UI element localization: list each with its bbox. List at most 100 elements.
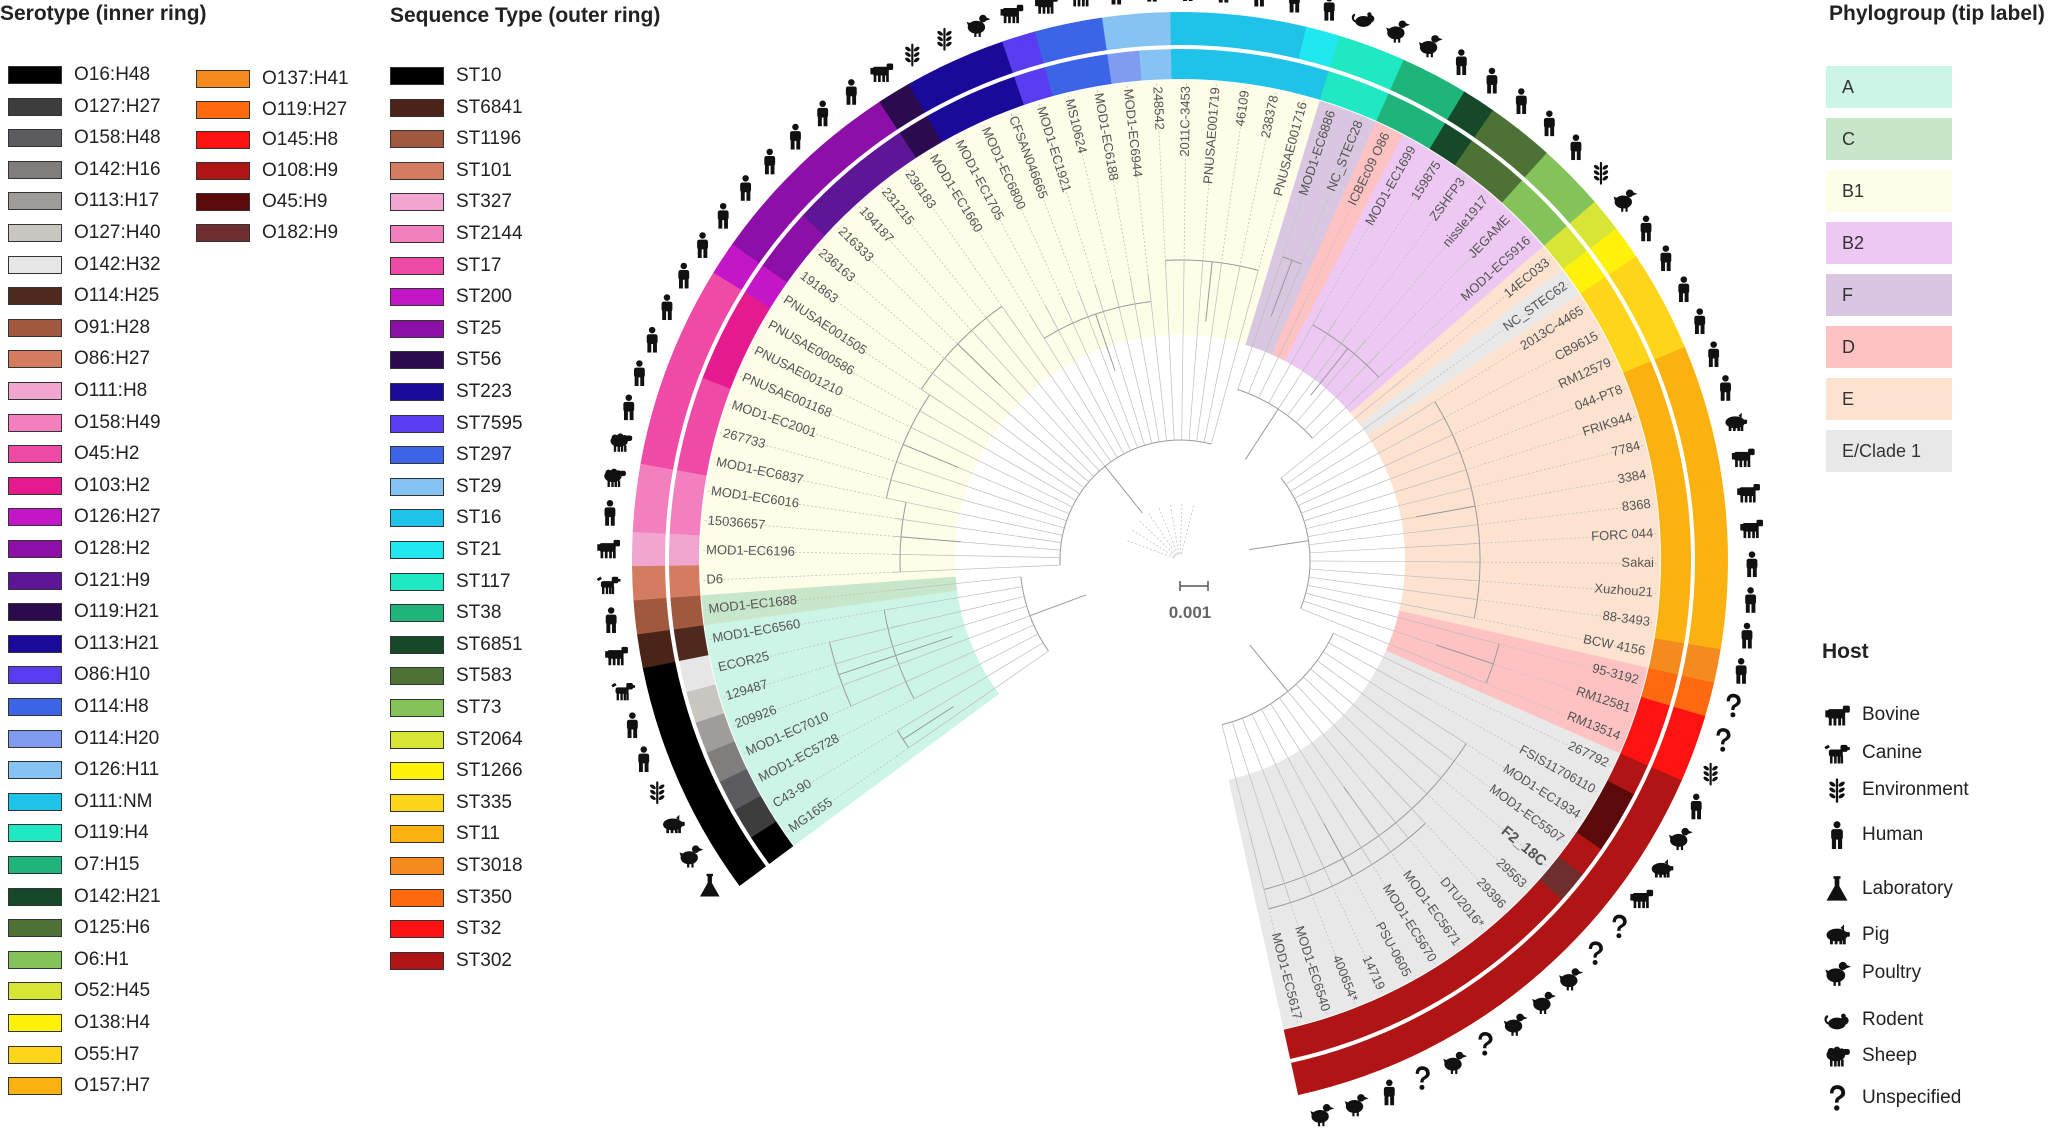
st-color-swatch	[390, 857, 444, 875]
serotype-cell	[899, 115, 943, 158]
phylogroup-sector	[1381, 346, 1623, 473]
serotype-legend-item: O127:H27	[8, 94, 161, 120]
serotype-legend-item: O142:H21	[8, 884, 161, 910]
serotype-legend-label: O103:H2	[74, 474, 151, 496]
host-legend-item: Unspecified	[1818, 1083, 1961, 1113]
phylogroup-sector	[1281, 754, 1424, 989]
st-legend-item: ST335	[390, 790, 512, 816]
phylogroup-sector	[701, 576, 958, 626]
st-cell	[642, 661, 683, 702]
st-legend-label: ST6841	[456, 96, 523, 118]
root-branch	[1181, 503, 1195, 555]
serotype-legend-title: Serotype (inner ring)	[0, 2, 207, 25]
tree-branch	[850, 676, 918, 707]
root-branch	[1179, 502, 1183, 555]
phylogroup-sector	[1401, 582, 1658, 639]
serotype-cell	[1631, 697, 1670, 737]
tree-branch	[1340, 329, 1352, 344]
serotype-legend-item: O119:H27	[196, 97, 347, 123]
st-legend-item: ST3018	[390, 853, 523, 879]
serotype-cell	[848, 150, 892, 194]
tree-branch	[908, 723, 945, 749]
st-legend-label: ST11	[456, 823, 501, 845]
phylogroup-sector	[1391, 624, 1641, 726]
phylogroup-sector	[761, 670, 992, 821]
serotype-legend-label: O113:H17	[74, 190, 160, 212]
serotype-legend-label: O121:H9	[74, 569, 151, 591]
serotype-legend-label: O119:H27	[262, 98, 348, 120]
serotype-color-swatch	[8, 97, 62, 116]
tree-branch	[1287, 691, 1363, 783]
tree-branch	[1285, 393, 1415, 485]
environment-icon	[905, 43, 920, 67]
tree-branch	[1112, 280, 1153, 444]
st-cell	[1621, 796, 1667, 842]
tree-branch	[1303, 473, 1454, 522]
poultry-icon	[1825, 961, 1851, 986]
st-color-swatch	[390, 225, 444, 243]
phylogroup-legend-item: E	[1826, 378, 1952, 420]
tree-branch	[1129, 277, 1160, 442]
serotype-cell	[1654, 608, 1689, 644]
serotype-legend-item: O114:H8	[8, 694, 149, 720]
serotype-cell	[1610, 332, 1651, 374]
phylogroup-sector	[968, 116, 1094, 358]
serotype-color-swatch	[8, 603, 62, 622]
phylogroup-sector	[1141, 80, 1177, 336]
tree-branch	[905, 605, 1027, 644]
phylogroup-sector	[1228, 776, 1313, 1029]
st-cell	[1604, 824, 1651, 871]
human-icon	[1570, 134, 1582, 161]
human-icon	[1720, 375, 1731, 401]
phylogroup-sector	[1392, 401, 1643, 500]
serotype-color-swatch	[8, 224, 62, 242]
serotype-cell	[1423, 958, 1466, 1001]
st-cell	[1412, 1004, 1458, 1050]
serotype-cell	[714, 319, 756, 361]
st-cell	[650, 692, 692, 735]
st-cell	[1267, 19, 1307, 59]
human-icon	[1708, 341, 1720, 368]
rodent-icon	[1824, 1013, 1849, 1030]
tree-branch	[1310, 668, 1401, 745]
st-cell	[637, 629, 676, 669]
tree-branch	[1014, 324, 1112, 462]
tree-branch	[893, 535, 901, 538]
tree-branch	[961, 373, 1090, 483]
tree-branch	[899, 500, 907, 503]
serotype-color-swatch	[8, 382, 62, 400]
st-legend-item: ST302	[390, 948, 512, 974]
tree-branch	[934, 642, 1044, 709]
serotype-legend-item: O108:H9	[196, 158, 338, 184]
phylogroup-legend-item: E/Clade 1	[1826, 430, 1952, 472]
tree-branch	[1432, 417, 1445, 425]
poultry-icon	[1344, 1094, 1369, 1117]
tree-branch	[1312, 365, 1392, 439]
tree-branch-arc	[1485, 643, 1500, 684]
serotype-cell	[695, 712, 735, 753]
serotype-cell	[669, 501, 703, 536]
phylogroup-sector	[700, 534, 956, 566]
st-legend-label: ST297	[456, 444, 512, 466]
serotype-legend-item: O125:H6	[8, 915, 150, 941]
tree-branch	[838, 655, 896, 676]
serotype-legend-item: O6:H1	[8, 947, 129, 973]
host-legend-item: Laboratory	[1818, 874, 1953, 904]
tree-branch	[917, 624, 1034, 677]
tree-branch	[1461, 615, 1475, 619]
st-cell	[1625, 285, 1671, 331]
tip-label: 248542	[1150, 86, 1167, 130]
tree-branch	[1237, 265, 1241, 279]
bovine-icon	[605, 646, 628, 666]
serotype-cell	[673, 625, 709, 662]
tree-branch	[895, 635, 953, 657]
tree-branch	[902, 443, 959, 469]
host-legend-item: Canine	[1818, 738, 1922, 768]
serotype-legend-item: O126:H11	[8, 757, 159, 783]
host-legend-item: Human	[1818, 820, 1923, 850]
phylogroup-sector	[776, 682, 1000, 846]
st-legend-label: ST350	[456, 886, 512, 908]
st-cell	[1569, 201, 1617, 249]
tree-branch	[1104, 465, 1143, 514]
phylogroup-sector	[1350, 246, 1563, 425]
